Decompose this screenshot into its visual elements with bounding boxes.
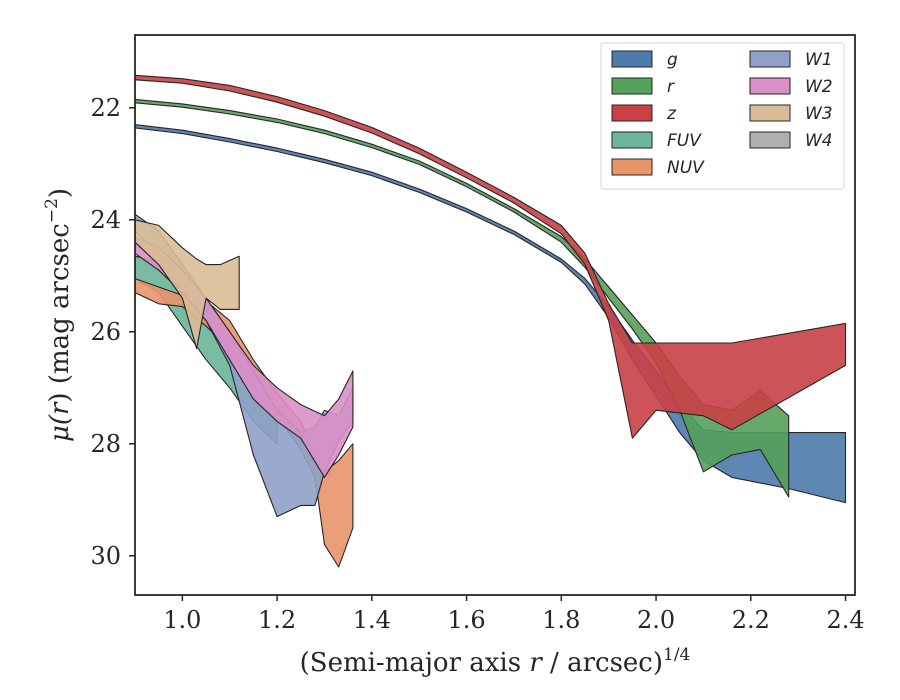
legend-label-w1: W1 <box>805 50 833 70</box>
x-tick-label: 2.2 <box>732 606 770 634</box>
y-tick-label: 22 <box>90 94 121 122</box>
y-axis-ticks: 22 24 26 28 30 <box>90 94 135 570</box>
legend-swatch-fuv <box>611 131 653 149</box>
series-band-z <box>135 74 847 439</box>
series-band-nuv <box>135 278 354 568</box>
legend-swatch-r <box>611 77 653 95</box>
legend-label-r: r <box>667 77 675 97</box>
series-bands <box>135 74 847 568</box>
legend-label-w2: W2 <box>805 77 833 97</box>
x-tick-label: 1.4 <box>353 606 391 634</box>
legend-swatch-nuv <box>611 158 653 176</box>
series-band-w3 <box>135 219 240 350</box>
legend-label-w4: W4 <box>805 131 833 151</box>
x-tick-label: 1.2 <box>258 606 296 634</box>
x-tick-label: 1.6 <box>447 606 485 634</box>
legend-swatch-w2 <box>749 77 791 95</box>
legend-swatch-w1 <box>749 50 791 68</box>
y-tick-label: 28 <box>90 430 121 458</box>
legend-swatch-g <box>611 50 653 68</box>
legend-label-nuv: NUV <box>667 158 705 178</box>
y-tick-label: 26 <box>90 318 121 346</box>
legend-swatch-z <box>611 104 653 122</box>
legend-label-g: g <box>667 50 678 70</box>
y-tick-label: 24 <box>90 206 121 234</box>
legend-swatch-w4 <box>749 131 791 149</box>
legend-label-w3: W3 <box>805 104 833 124</box>
legend: grz FUV NUV W1 W2 W3 W4 <box>600 42 845 190</box>
plot-frame <box>134 34 856 596</box>
legend-swatch-w3 <box>749 104 791 122</box>
y-tick-label: 30 <box>90 542 121 570</box>
legend-label-fuv: FUV <box>667 131 702 151</box>
x-tick-label: 2.0 <box>637 606 675 634</box>
series-band-r <box>135 98 790 498</box>
x-tick-label: 1.0 <box>163 606 201 634</box>
x-axis-label: (Semi-major axis r / arcsec)1/4 <box>300 645 691 678</box>
y-axis-label: μ(r) (mag arcsec−2) <box>42 188 75 442</box>
x-tick-label: 2.4 <box>826 606 864 634</box>
x-tick-label: 1.8 <box>542 606 580 634</box>
legend-label-z: z <box>666 104 677 124</box>
x-axis-ticks: 1.0 1.2 1.4 1.6 1.8 2.0 2.2 2.4 <box>163 595 865 634</box>
